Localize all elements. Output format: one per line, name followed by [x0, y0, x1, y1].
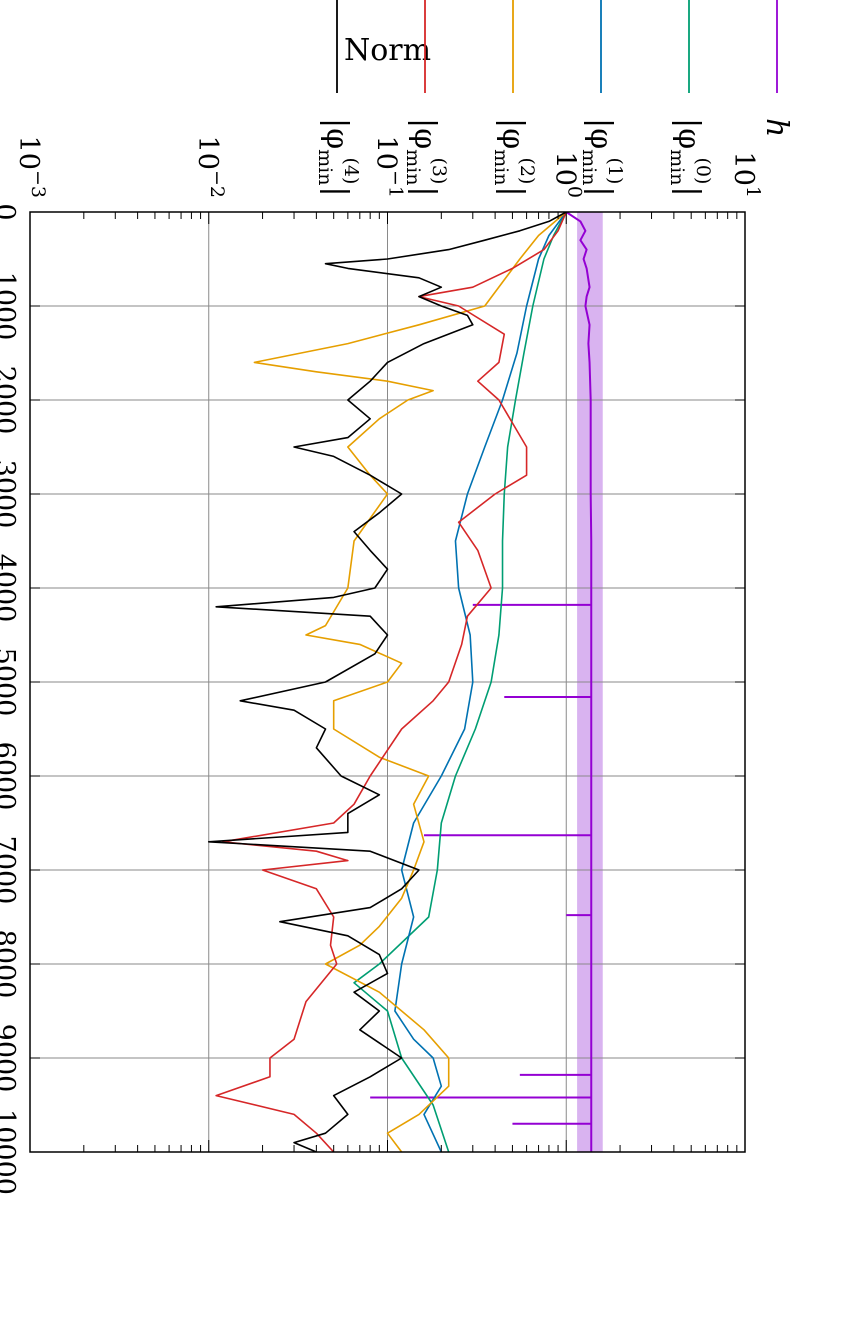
x-tick-label: 8000 — [0, 930, 20, 999]
series-line-phi0 — [353, 212, 567, 1152]
y-tick-label: 101 — [728, 152, 764, 198]
series-line-phi4 — [207, 212, 567, 1152]
y-tick-label: 10−1 — [371, 136, 407, 198]
x-tick-label: 7000 — [0, 836, 20, 905]
series-line-phi3 — [215, 212, 567, 1152]
y-tick-label: 10−2 — [192, 136, 228, 198]
x-tick-label: 6000 — [0, 742, 20, 811]
legend-label-phi2: |φmin (2)| — [490, 118, 538, 197]
y-tick-label: 10−3 — [13, 136, 49, 198]
y-axis-label: Norm — [344, 33, 431, 68]
series-line-h — [565, 212, 593, 1152]
legend-label-phi1: |φmin (1)| — [578, 118, 626, 197]
legend-label-phi0: |φmin (0)| — [666, 118, 714, 197]
x-tick-label: 0 — [0, 203, 20, 220]
x-tick-label: 5000 — [0, 648, 20, 717]
legend-label-phi4: |φmin (4)| — [314, 118, 362, 197]
x-tick-label: 3000 — [0, 460, 20, 529]
legend-label-h: h — [759, 118, 794, 137]
legend-label-phi3: |φmin (3)| — [402, 118, 450, 197]
series-line-phi1 — [394, 212, 567, 1152]
x-tick-label: 10000 — [0, 1109, 20, 1195]
x-tick-label: 1000 — [0, 272, 20, 341]
x-tick-label: 2000 — [0, 366, 20, 435]
series-line-phi2 — [253, 212, 567, 1152]
x-tick-label: 4000 — [0, 554, 20, 623]
x-tick-label: 9000 — [0, 1024, 20, 1093]
